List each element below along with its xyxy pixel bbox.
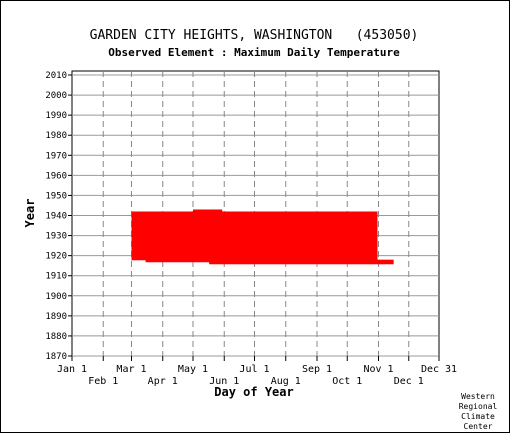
x-tick-label: Dec 31	[421, 364, 457, 375]
year-coverage-bar	[145, 259, 394, 263]
y-tick-label: 2000	[45, 91, 67, 101]
data-bars	[131, 209, 394, 265]
year-coverage-bar	[131, 251, 378, 255]
credit-block: Western Regional Climate Center	[459, 392, 498, 431]
year-coverage-bar	[209, 261, 394, 265]
x-tick-label: Oct 1	[332, 376, 362, 387]
y-tick-label: 1910	[45, 272, 67, 282]
y-axis-label: Year	[23, 199, 37, 228]
y-axis-ticks: 2010 2000 1990 1980 1970 1960 1950 1940 1930 1920…	[45, 71, 72, 362]
x-tick-label: Nov 1	[363, 364, 393, 375]
year-coverage-bar	[131, 225, 378, 229]
x-tick-label: Dec 1	[394, 376, 424, 387]
year-coverage-bar	[131, 247, 378, 251]
chart-title: GARDEN CITY HEIGHTS, WASHINGTON (453050)	[90, 28, 419, 43]
credit-line-2: Regional	[459, 402, 498, 411]
year-coverage-bar	[131, 237, 378, 241]
credit-line-3: Climate	[461, 412, 495, 421]
x-axis-label: Day of Year	[214, 385, 293, 399]
chart-subtitle: Observed Element : Maximum Daily Tempera…	[108, 46, 400, 59]
year-coverage-bar	[131, 245, 378, 249]
y-tick-label: 1920	[45, 252, 67, 262]
y-tick-label: 1950	[45, 191, 67, 201]
year-coverage-bar	[131, 223, 378, 227]
year-coverage-bar	[131, 229, 378, 233]
year-coverage-bar	[131, 235, 378, 239]
credit-line-4: Center	[464, 422, 493, 431]
y-tick-label: 2010	[45, 71, 67, 81]
y-tick-label: 1960	[45, 171, 67, 181]
y-tick-label: 1900	[45, 292, 67, 302]
year-coverage-bar	[131, 221, 378, 225]
year-coverage-bar	[192, 209, 223, 213]
x-tick-label: Aug 1	[271, 376, 301, 387]
year-coverage-bar	[131, 211, 378, 215]
y-tick-label: 1890	[45, 312, 67, 322]
year-coverage-bar	[131, 227, 378, 231]
y-tick-label: 1940	[45, 212, 67, 222]
year-coverage-bar	[131, 241, 378, 245]
x-tick-label: Jul 1	[239, 364, 269, 375]
year-coverage-bar	[131, 219, 378, 223]
year-coverage-bar	[131, 233, 378, 237]
year-coverage-bar	[131, 255, 378, 259]
x-tick-label: Jan 1	[57, 364, 87, 375]
y-tick-label: 1980	[45, 131, 67, 141]
x-tick-label: Jun 1	[209, 376, 239, 387]
y-tick-label: 1880	[45, 332, 67, 342]
year-coverage-bar	[131, 249, 378, 253]
year-coverage-bar	[131, 215, 378, 219]
x-tick-label: May 1	[178, 364, 208, 375]
x-axis-ticks: Jan 1 Mar 1 May 1 Jul 1 Sep 1 Nov 1 Dec 31 Feb …	[57, 356, 457, 387]
year-coverage-bar	[131, 217, 378, 221]
year-coverage-bar	[131, 213, 378, 217]
x-tick-label: Sep 1	[302, 364, 332, 375]
y-tick-label: 1870	[45, 352, 67, 362]
x-tick-label: Mar 1	[116, 364, 146, 375]
x-tick-label: Feb 1	[88, 376, 118, 387]
year-coverage-bar	[131, 257, 378, 261]
year-coverage-bar	[131, 243, 378, 247]
y-tick-label: 1970	[45, 151, 67, 161]
y-tick-label: 1990	[45, 111, 67, 121]
year-coverage-bar	[131, 231, 378, 235]
year-coverage-bar	[131, 239, 378, 243]
y-tick-label: 1930	[45, 232, 67, 242]
year-coverage-bar	[131, 253, 378, 257]
credit-line-1: Western	[461, 392, 495, 401]
x-tick-label: Apr 1	[148, 376, 178, 387]
